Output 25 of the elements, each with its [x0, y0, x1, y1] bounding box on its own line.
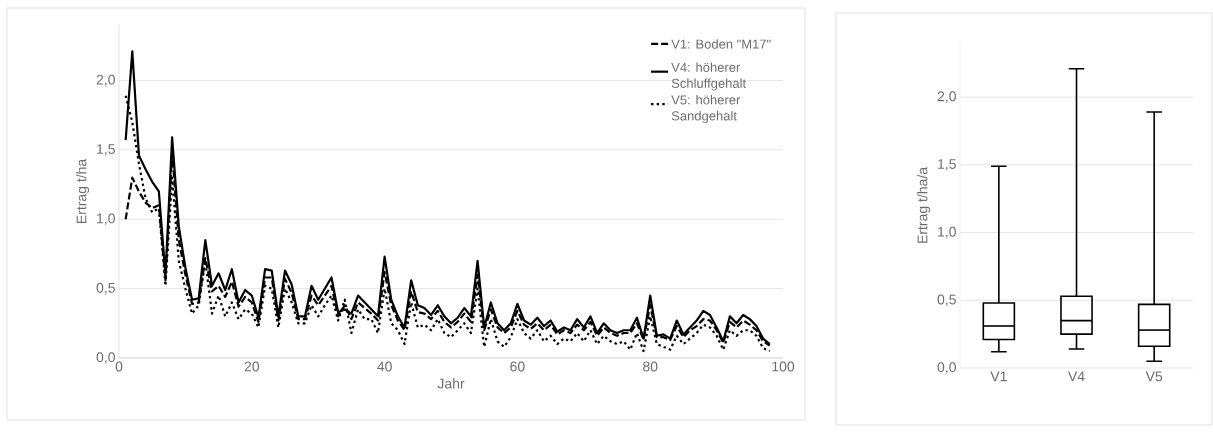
y-axis-title: Ertrag t/ha/a	[917, 166, 931, 243]
y-tick-label: 2,0	[96, 74, 115, 87]
y-tick-label: 1,0	[97, 213, 115, 226]
y-tick-label: 1,0	[938, 226, 956, 239]
legend-label: V5: höherer Sandgehalt	[671, 94, 741, 124]
y-tick-label: 0,0	[937, 362, 956, 374]
y-tick-label: 1,5	[938, 159, 956, 171]
x-tick-label: 40	[377, 361, 392, 372]
y-tick-label: 0,5	[937, 294, 956, 307]
legend-label: V4: höherer Schluffgehalt	[671, 62, 747, 91]
y-axis-title: Ertrag t/ha	[76, 158, 90, 224]
x-tick-label: V5	[1145, 371, 1163, 382]
x-tick-label: 80	[643, 361, 658, 372]
x-tick-label: 20	[244, 361, 260, 372]
y-tick-label: 0,0	[96, 352, 115, 364]
x-tick-label: 60	[510, 361, 525, 372]
y-tick-label: 0,5	[96, 282, 115, 295]
x-tick-label: 0	[115, 361, 123, 372]
legend-label: V1: Boden "M17"	[671, 39, 771, 49]
x-tick-label: V4	[1068, 371, 1085, 382]
x-axis-title: Jahr	[437, 378, 465, 389]
x-tick-label: V1	[990, 371, 1007, 382]
y-tick-label: 1,5	[97, 144, 115, 156]
x-tick-label: 100	[772, 361, 795, 372]
y-tick-label: 2,0	[937, 91, 956, 103]
